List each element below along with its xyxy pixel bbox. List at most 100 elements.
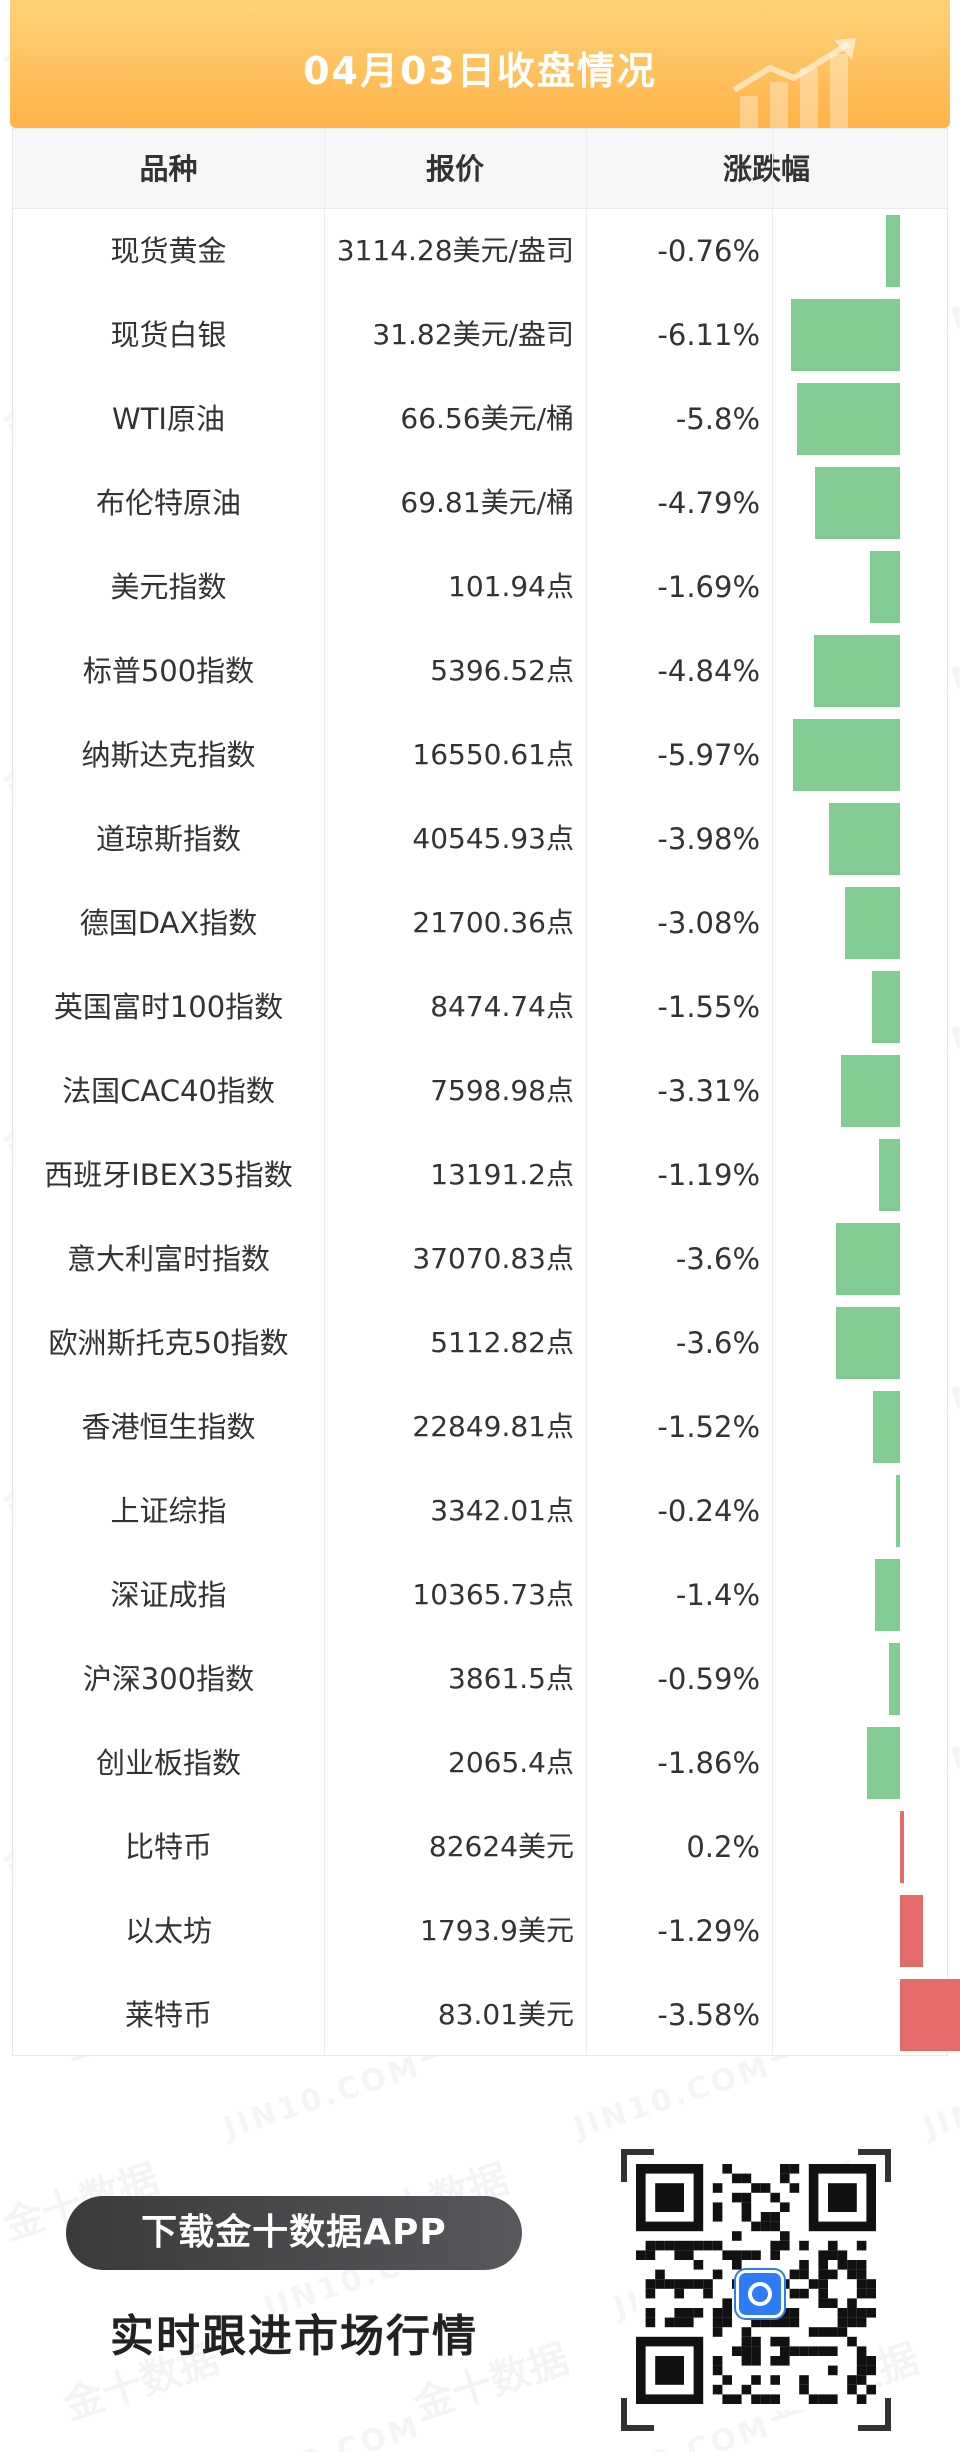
table-row: 道琼斯指数 40545.93点 -3.98% [13,797,947,881]
change-bar [796,383,900,455]
watermark-text: JIN10.COM [920,2409,960,2452]
change-bar [869,551,900,623]
instrument-change: -0.59% [657,1662,760,1696]
instrument-price: 31.82美元/盎司 [372,318,574,351]
change-bar [872,971,900,1043]
instrument-change: -0.24% [657,1494,760,1528]
instrument-change: -4.84% [657,654,760,688]
header-change: 涨跌幅 [722,152,810,186]
instrument-price: 82624美元 [428,1830,574,1863]
instrument-change: -3.31% [657,1074,760,1108]
instrument-price: 66.56美元/桶 [400,402,574,435]
instrument-name: 比特币 [124,1830,212,1864]
change-bar [835,1307,900,1379]
watermark-text: JIN10.COM [220,2049,426,2146]
instrument-change: -4.79% [657,486,760,520]
instrument-name: 布伦特原油 [95,486,241,520]
instrument-price: 16550.61点 [412,738,574,771]
page-title: 04月03日收盘情况 [303,49,657,93]
rising-chart-icon [732,38,856,128]
instrument-change: -0.76% [657,234,760,268]
change-bar [840,1055,900,1127]
qr-code-frame [620,2148,892,2432]
change-bar-cell [772,377,947,461]
instrument-price: 8474.74点 [430,990,574,1023]
instrument-change: -3.6% [675,1242,760,1276]
instrument-price: 3114.28美元/盎司 [336,234,574,267]
instrument-change: -1.29% [657,1914,760,1948]
watermark-text: JIN10.COM [220,2409,426,2452]
column-divider [772,129,773,2055]
change-bar [900,1895,923,1967]
instrument-name: 上证综指 [110,1494,227,1528]
instrument-name: 创业板指数 [95,1746,241,1780]
instrument-price: 5112.82点 [430,1326,574,1359]
qr-code-icon[interactable] [636,2164,876,2410]
table-row: 以太坊 1793.9美元 -1.29% [13,1889,947,1973]
instrument-change: -1.69% [657,570,760,604]
download-app-button[interactable]: 下载金十数据APP [66,2196,522,2270]
instrument-price: 83.01美元 [437,1998,574,2031]
instrument-change: -1.86% [657,1746,760,1780]
title-banner: 04月03日收盘情况 [10,0,950,128]
header-name: 品种 [139,152,198,186]
instrument-change: -3.58% [657,1998,760,2032]
instrument-change: -6.11% [657,318,760,352]
instrument-price: 101.94点 [448,570,574,603]
table-row: 纳斯达克指数 16550.61点 -5.97% [13,713,947,797]
instrument-name: 现货黄金 [110,234,227,268]
instrument-price: 37070.83点 [412,1242,574,1275]
change-bar [791,299,900,371]
watermark-text: JIN10.COM [920,2049,960,2146]
table-row: 布伦特原油 69.81美元/桶 -4.79% [13,461,947,545]
table-row: 英国富时100指数 8474.74点 -1.55% [13,965,947,1049]
instrument-price: 1793.9美元 [420,1914,574,1947]
jin10-app-logo-icon [736,2270,784,2318]
qr-corner-brackets-icon [621,2149,891,2431]
change-bar [895,1475,900,1547]
instrument-name: 莱特币 [124,1998,212,2032]
change-bar [813,635,900,707]
column-divider [586,129,587,2055]
change-bar-cell [772,1721,947,1805]
instrument-change: -1.4% [675,1578,760,1612]
change-bar-cell [772,545,947,629]
market-close-table: 品种 报价 涨跌幅 现货黄金 3114.28美元/盎司 -0.76% 现货白银 31.8… [12,128,960,2056]
instrument-name: 香港恒生指数 [81,1410,256,1444]
change-bar-cell [772,1889,947,1973]
table-row: 上证综指 3342.01点 -0.24% [13,1469,947,1553]
table-row: 意大利富时指数 37070.83点 -3.6% [13,1217,947,1301]
instrument-price: 3342.01点 [430,1494,574,1527]
change-bar [835,1223,900,1295]
change-bar [900,1811,904,1883]
instrument-price: 3861.5点 [448,1662,574,1695]
change-bar-cell [772,209,947,293]
change-bar [866,1727,900,1799]
instrument-name: 现货白银 [110,318,227,352]
change-bar-cell [772,797,947,881]
instrument-price: 22849.81点 [412,1410,574,1443]
change-bar-cell [772,1049,947,1133]
instrument-name: 美元指数 [110,570,227,604]
instrument-change: -1.19% [657,1158,760,1192]
instrument-price: 10365.73点 [412,1578,574,1611]
table-header: 品种 报价 涨跌幅 [13,129,947,209]
change-bar-cell [772,1469,947,1553]
change-bar-cell [772,1217,947,1301]
table-row: 标普500指数 5396.52点 -4.84% [13,629,947,713]
instrument-change: -1.52% [657,1410,760,1444]
change-bar [814,467,900,539]
change-bar-cell [772,461,947,545]
table-row: 西班牙IBEX35指数 13191.2点 -1.19% [13,1133,947,1217]
instrument-change: -3.98% [657,822,760,856]
instrument-price: 69.81美元/桶 [400,486,574,519]
instrument-name: 英国富时100指数 [53,990,284,1024]
instrument-name: 西班牙IBEX35指数 [44,1158,293,1192]
header-price: 报价 [425,152,484,186]
change-bar-cell [772,293,947,377]
table-row: 深证成指 10365.73点 -1.4% [13,1553,947,1637]
change-bar-cell [772,1301,947,1385]
table-row: 欧洲斯托克50指数 5112.82点 -3.6% [13,1301,947,1385]
change-bar [900,1979,960,2051]
instrument-name: 意大利富时指数 [66,1242,270,1276]
